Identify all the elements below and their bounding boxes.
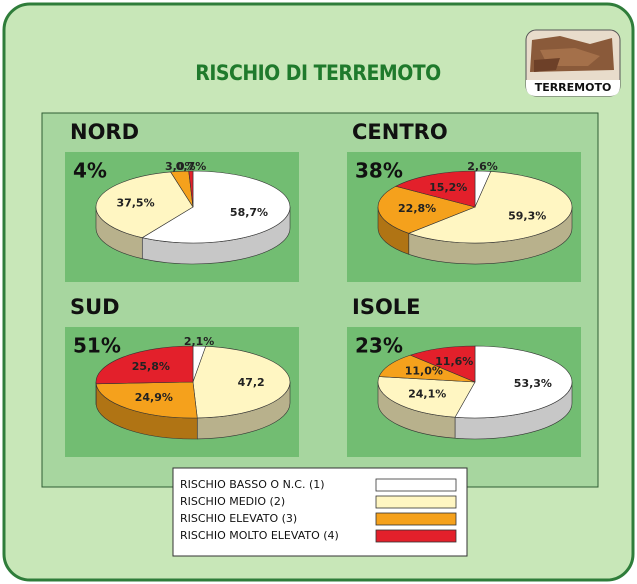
slice — [95, 171, 194, 239]
slice — [378, 354, 476, 383]
badge-label: TERREMOTO — [535, 81, 612, 94]
chart-title: ISOLE — [352, 295, 421, 319]
data-label: 37,5% — [116, 197, 154, 210]
slice — [95, 345, 194, 385]
pie-chart: NORD 4% 58,7% 37,5% 3,0%0,7% — [65, 120, 299, 282]
slice — [192, 346, 291, 419]
data-label: 53,3% — [514, 377, 552, 390]
page-title: RISCHIO DI TERREMOTO — [195, 61, 441, 85]
data-label: 59,3% — [508, 210, 546, 223]
legend-label: RISCHIO ELEVATO (3) — [180, 512, 297, 525]
slice — [454, 345, 573, 419]
data-label: 3,0% — [165, 160, 196, 173]
legend-swatch — [375, 478, 457, 492]
data-label: 11,0% — [405, 365, 443, 378]
data-label: 24,9% — [135, 391, 173, 404]
badge-icon: TERREMOTO — [525, 29, 621, 97]
legend-label: RISCHIO MOLTO ELEVATO (4) — [180, 529, 339, 542]
data-label: 24,1% — [408, 387, 446, 400]
data-label: 15,2% — [429, 181, 467, 194]
legend-swatch — [375, 529, 457, 543]
legend-label: RISCHIO BASSO O N.C. (1) — [180, 478, 325, 491]
slice — [409, 345, 476, 383]
data-label: 2,6% — [467, 160, 498, 173]
chart-title: SUD — [70, 295, 120, 319]
pie-chart: ISOLE 23% 53,3% 24,1% 11,0%11,6% — [347, 295, 581, 457]
slice — [188, 170, 194, 208]
data-label: 11,6% — [435, 355, 473, 368]
slice — [394, 170, 476, 208]
pie-chart: SUD 51% 2,1% 47,2 24,9% 25,8% — [65, 295, 299, 457]
chart-subtitle: 38% — [355, 159, 403, 183]
legend: RISCHIO BASSO O N.C. (1) RISCHIO MEDIO (2… — [172, 467, 468, 557]
legend-label: RISCHIO MEDIO (2) — [180, 495, 285, 508]
slice — [377, 376, 476, 418]
chart-title: NORD — [70, 120, 139, 144]
legend-swatch — [375, 495, 457, 509]
slice — [407, 171, 573, 244]
data-label: 0,7% — [176, 160, 207, 173]
chart-subtitle: 23% — [355, 334, 403, 358]
pie-chart: CENTRO 38% 2,6% 59,3% 22,8% 15,2% — [347, 120, 581, 282]
charts: NORD 4% 58,7% 37,5% 3,0%0,7% CENTRO 38% 2,6% 59,… — [65, 120, 581, 457]
slice — [95, 381, 198, 419]
slice — [377, 185, 476, 234]
legend-swatch — [375, 512, 457, 526]
slice — [141, 170, 291, 244]
chart-subtitle: 4% — [73, 159, 107, 183]
chart-subtitle: 51% — [73, 334, 121, 358]
data-label: 22,8% — [398, 202, 436, 215]
chart-title: CENTRO — [352, 120, 448, 144]
data-label: 2,1% — [184, 335, 215, 348]
data-label: 58,7% — [230, 206, 268, 219]
data-label: 47,2 — [238, 376, 265, 389]
data-label: 25,8% — [132, 360, 170, 373]
